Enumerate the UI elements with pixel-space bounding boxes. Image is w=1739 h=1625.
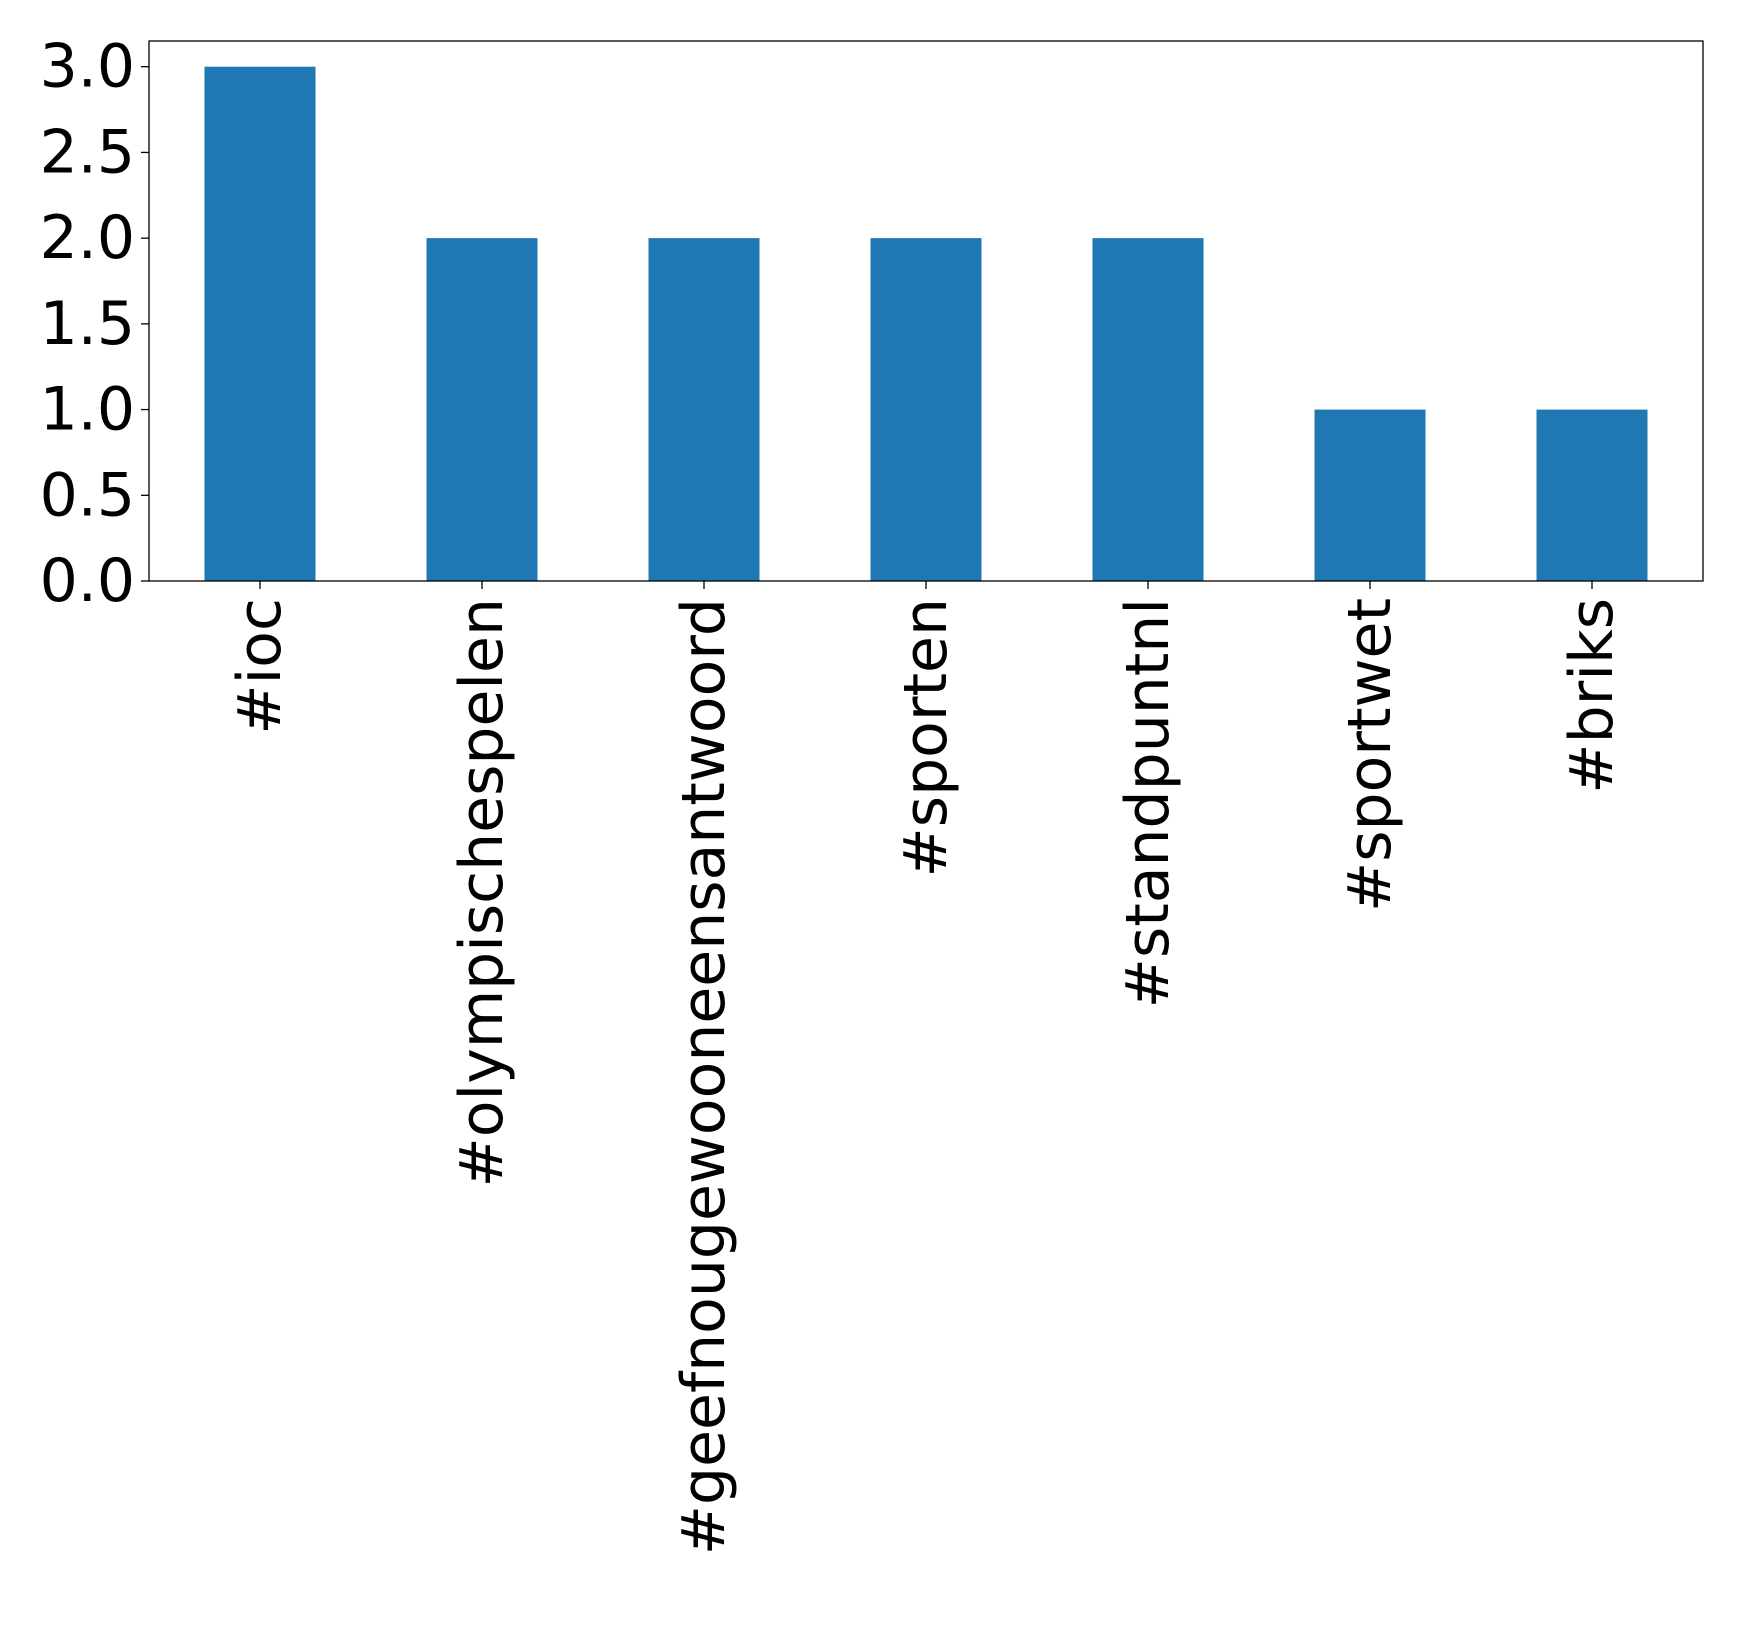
y-tick-label: 2.0 xyxy=(40,203,135,273)
x-tick-label: #geefnougewooneensantwoord xyxy=(669,598,739,1555)
x-tick-label: #ioc xyxy=(225,598,295,735)
y-tick-label: 3.0 xyxy=(40,32,135,102)
y-tick-label: 2.5 xyxy=(40,117,135,187)
x-tick-label: #standpuntnl xyxy=(1113,598,1183,1008)
bar xyxy=(870,238,982,581)
x-tick-label: #briks xyxy=(1557,598,1627,794)
plot-area xyxy=(148,40,1704,582)
x-tick-label: #sportwet xyxy=(1335,598,1405,912)
x-tick-label: #sporten xyxy=(891,598,961,877)
y-tick-label: 1.5 xyxy=(40,289,135,359)
y-tick-label: 0.0 xyxy=(40,546,135,616)
bar xyxy=(1314,409,1426,581)
bar xyxy=(648,238,760,581)
bar xyxy=(204,66,316,581)
bar xyxy=(426,238,538,581)
y-tick-label: 0.5 xyxy=(40,460,135,530)
y-tick-label: 1.0 xyxy=(40,375,135,445)
y-axis: 0.0 0.5 1.0 1.5 2.0 2.5 3.0 xyxy=(40,32,149,616)
x-axis: #ioc #olympischespelen #geefnougewooneensa… xyxy=(225,581,1627,1555)
x-tick-label: #olympischespelen xyxy=(447,598,517,1187)
bar xyxy=(1092,238,1204,581)
bar xyxy=(1536,409,1648,581)
bars xyxy=(204,66,1648,581)
